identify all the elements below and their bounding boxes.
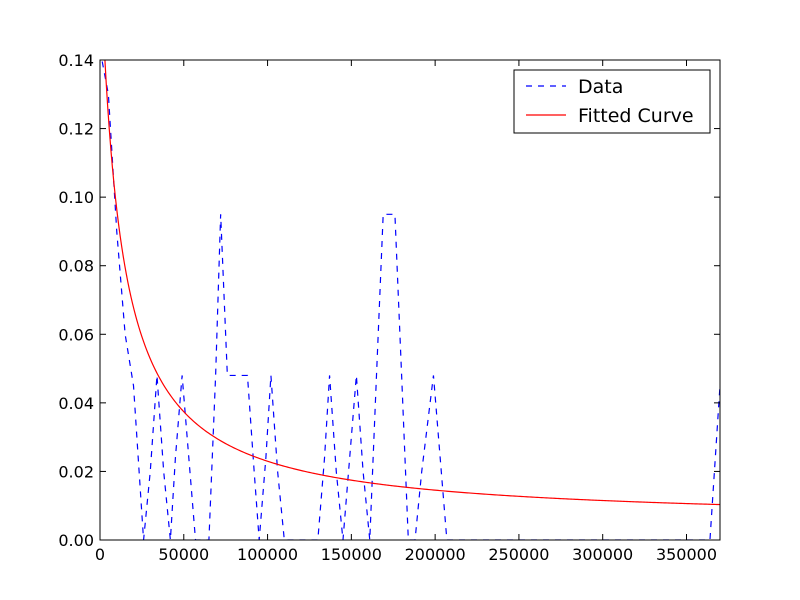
legend-fitted-label: Fitted Curve [578, 105, 694, 127]
y-tick-label: 0.00 [58, 531, 94, 550]
data-series-line [101, 60, 720, 540]
y-tick-label: 0.04 [58, 394, 94, 413]
x-tick-label: 0 [95, 545, 105, 564]
y-tick-label: 0.12 [58, 120, 94, 139]
x-tick-label: 250000 [488, 545, 549, 564]
y-tick-label: 0.06 [58, 325, 94, 344]
legend-data-label: Data [578, 76, 623, 98]
y-tick-label: 0.02 [58, 462, 94, 481]
legend: Data Fitted Curve [513, 69, 711, 134]
x-axis: 0 50000 100000 150000 200000 250000 300000 3500… [95, 60, 717, 564]
x-tick-label: 300000 [572, 545, 633, 564]
x-tick-label: 200000 [405, 545, 466, 564]
x-tick-label: 350000 [656, 545, 717, 564]
y-axis: 0.00 0.02 0.04 0.06 0.08 0.10 0.12 0.14 [58, 51, 720, 550]
x-tick-label: 150000 [321, 545, 382, 564]
x-tick-label: 100000 [237, 545, 298, 564]
x-tick-label: 50000 [158, 545, 209, 564]
y-tick-label: 0.08 [58, 257, 94, 276]
plot-frame [99, 59, 721, 541]
legend-box [513, 69, 711, 134]
series-layer [101, 60, 720, 540]
y-tick-label: 0.10 [58, 188, 94, 207]
y-tick-label: 0.14 [58, 51, 94, 70]
fitted-curve-line [104, 60, 720, 506]
